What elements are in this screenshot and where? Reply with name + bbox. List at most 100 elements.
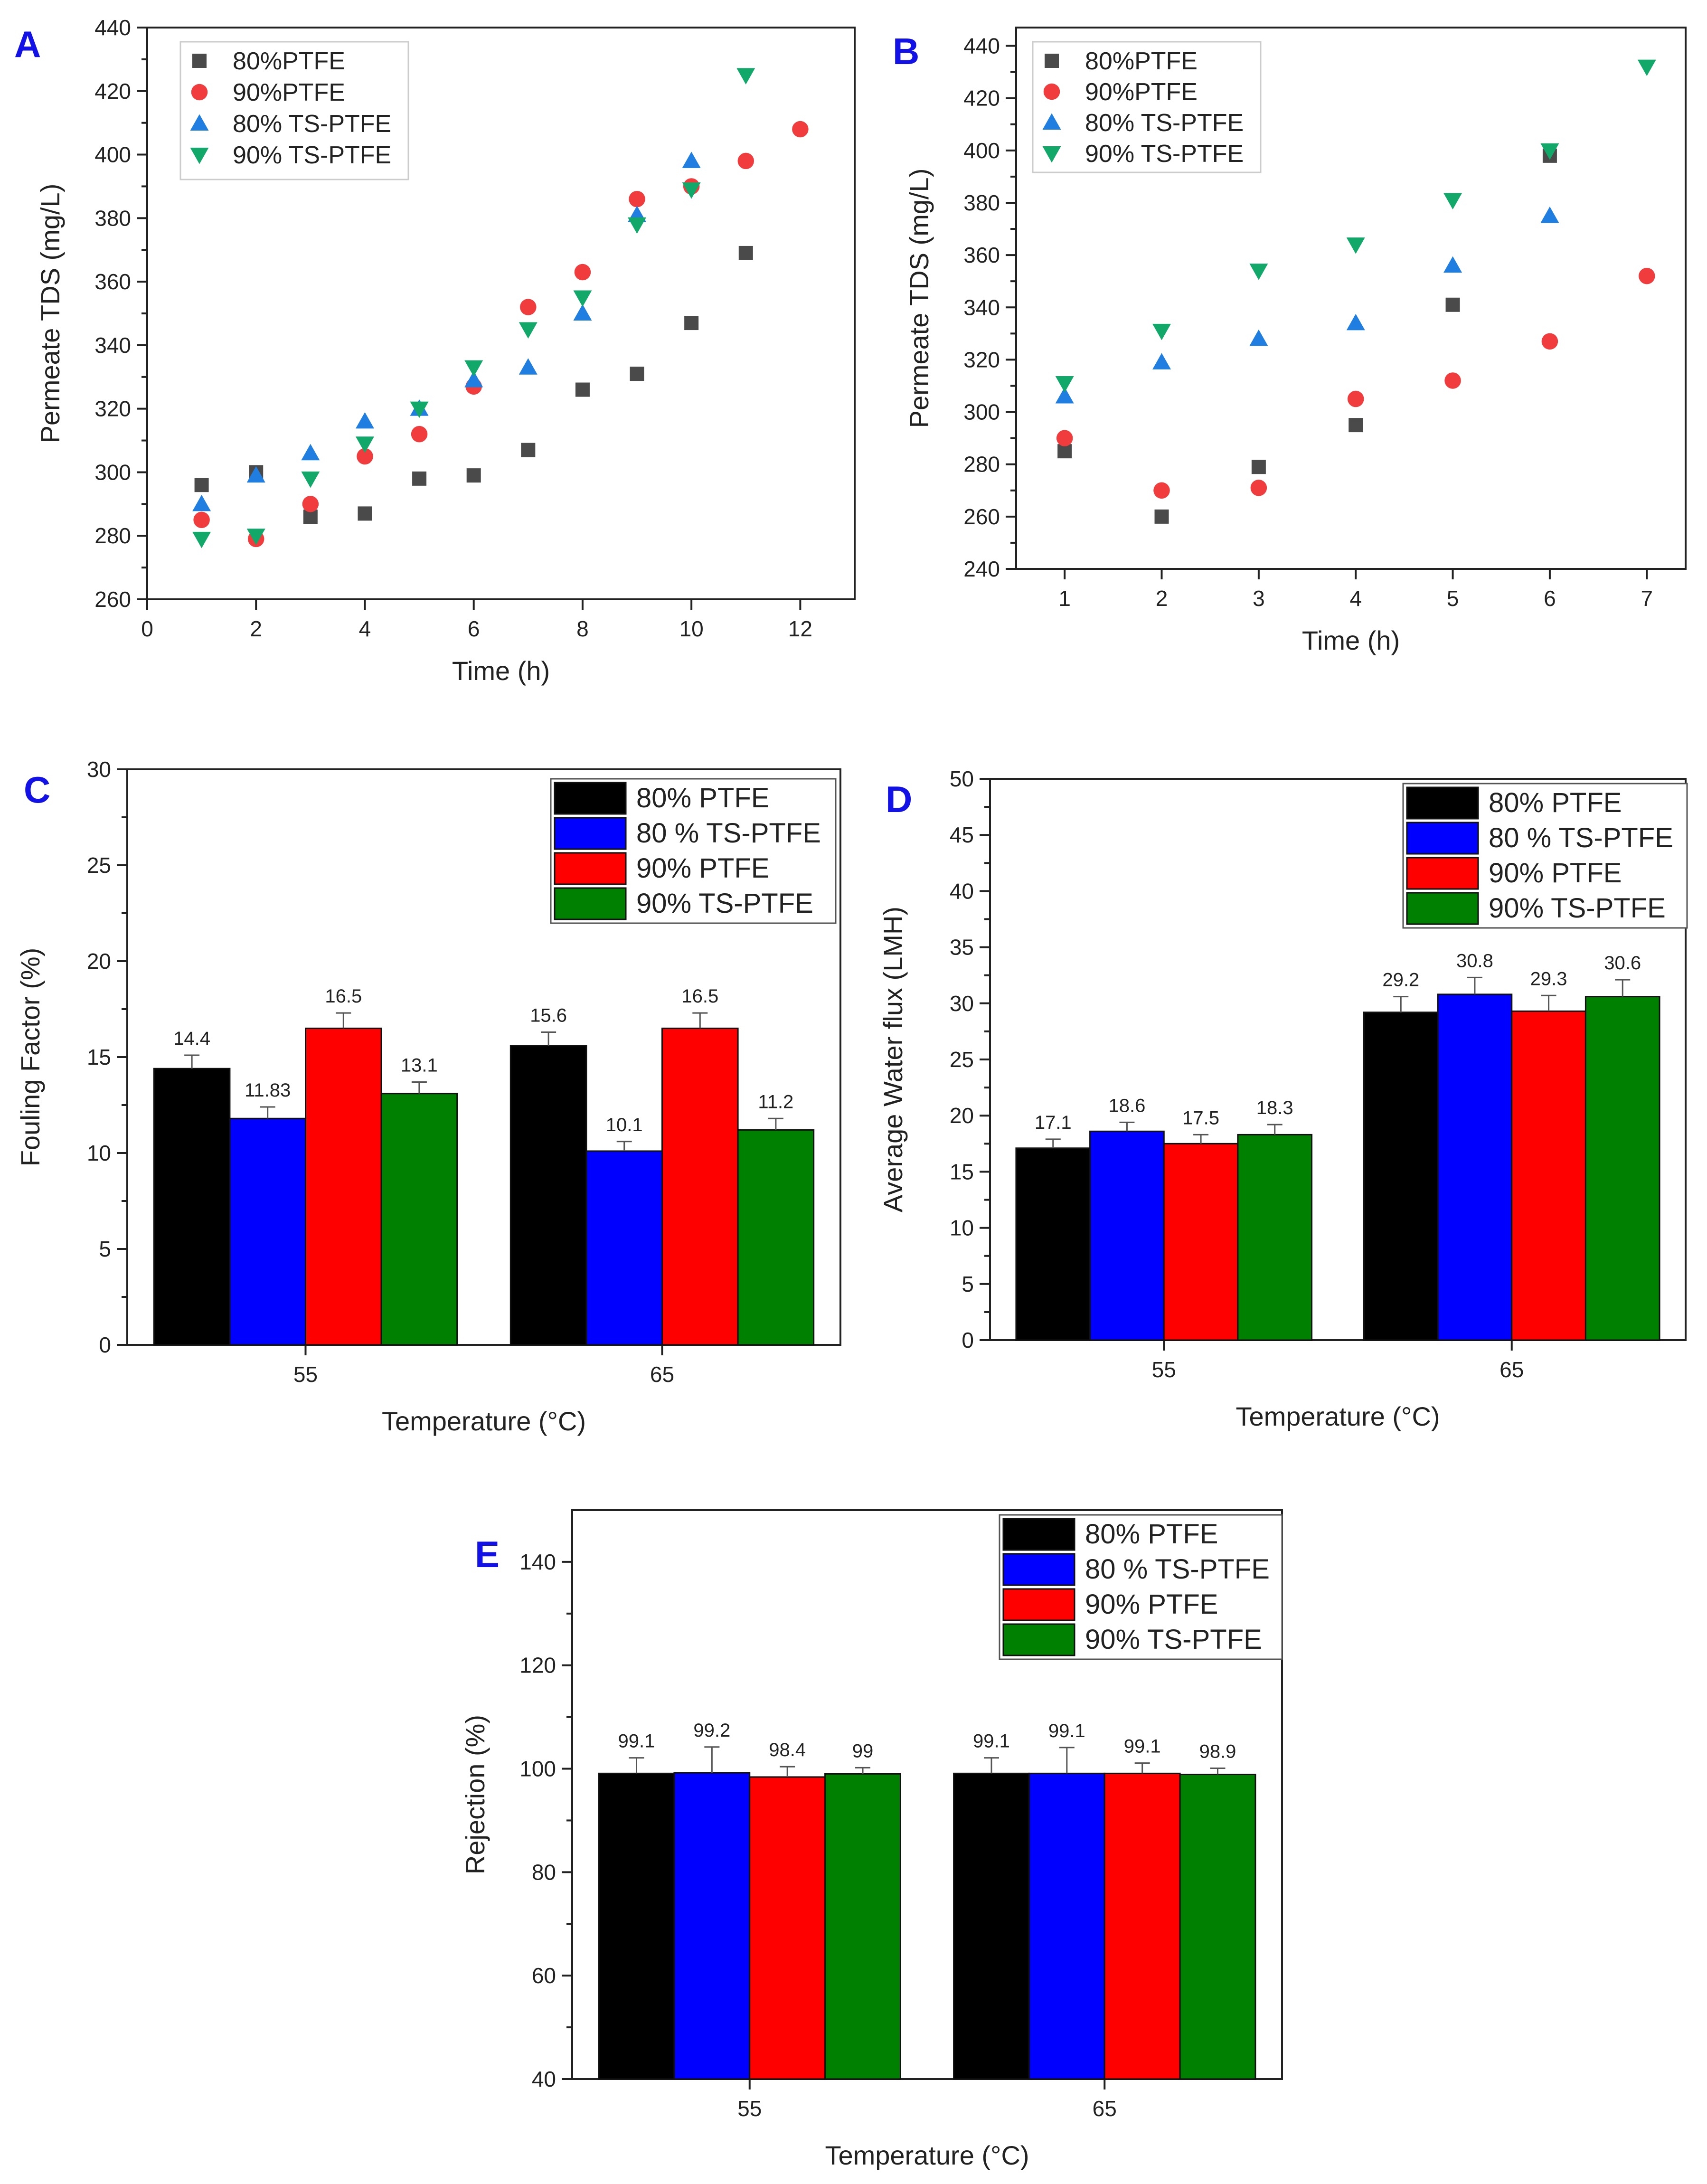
bar — [585, 1150, 663, 1346]
y-axis-title: Average Water flux (LMH) — [878, 907, 908, 1212]
data-point — [357, 448, 373, 465]
bar — [1028, 1772, 1105, 2080]
y-tick-label: 60 — [532, 1963, 556, 1988]
panel-a: A260280300320340360380400420440Permeate … — [14, 15, 856, 686]
data-point — [574, 264, 591, 281]
data-point — [682, 151, 701, 168]
legend-label: 90% TS-PTFE — [1489, 893, 1666, 924]
y-tick-label: 440 — [963, 34, 1000, 58]
data-point — [358, 506, 372, 521]
data-point — [412, 471, 427, 486]
bar — [737, 1129, 815, 1346]
data-point — [521, 443, 536, 457]
data-label: 29.2 — [1382, 970, 1419, 991]
data-label: 17.5 — [1182, 1107, 1219, 1128]
legend-swatch — [1002, 1588, 1075, 1621]
legend-label: 80% PTFE — [1489, 787, 1622, 818]
data-point — [1154, 509, 1169, 524]
y-tick-label: 420 — [94, 79, 131, 104]
panel-letter-c: C — [24, 769, 50, 811]
x-tick-label: 4 — [359, 616, 371, 641]
bar — [1015, 1147, 1091, 1341]
data-point — [192, 531, 211, 548]
data-point — [1055, 376, 1074, 393]
data-point — [1443, 193, 1462, 209]
y-tick-label: 15 — [950, 1159, 974, 1184]
legend-swatch — [1002, 1553, 1075, 1586]
x-tick-label: 7 — [1641, 586, 1653, 611]
data-point — [411, 425, 428, 443]
data-point — [194, 478, 209, 492]
legend-box — [179, 41, 409, 180]
y-tick-label: 300 — [94, 460, 131, 484]
x-tick-label: 3 — [1253, 586, 1265, 611]
x-tick-label: 65 — [1093, 2096, 1117, 2121]
y-tick-label: 10 — [950, 1216, 974, 1240]
bar — [1437, 993, 1513, 1341]
legend-label: 90% TS-PTFE — [1085, 1624, 1262, 1655]
panel-letter-d: D — [886, 778, 912, 820]
y-tick-label: 15 — [87, 1045, 111, 1069]
y-axis-title: Permeate TDS (mg/L) — [35, 184, 65, 444]
bar — [661, 1027, 739, 1346]
legend-swatch — [1406, 822, 1479, 855]
y-tick-label: 280 — [963, 452, 1000, 477]
y-tick-label: 10 — [87, 1141, 111, 1165]
legend-label: 90% TS-PTFE — [636, 888, 813, 919]
x-tick-label: 0 — [141, 616, 153, 641]
data-point — [193, 511, 210, 529]
x-tick-label: 6 — [468, 616, 480, 641]
data-label: 10.1 — [606, 1115, 643, 1135]
series-1 — [1056, 267, 1655, 499]
legend-label: 80 % TS-PTFE — [1085, 1554, 1270, 1585]
x-tick-label: 2 — [1156, 586, 1168, 611]
legend-label: 90% PTFE — [1489, 858, 1622, 889]
legend-swatch — [554, 817, 627, 850]
x-axis-title: Temperature (°C) — [382, 1406, 586, 1436]
y-tick-label: 320 — [963, 347, 1000, 372]
bar — [1237, 1134, 1313, 1341]
data-point — [301, 444, 320, 461]
legend-label: 90% TS-PTFE — [233, 142, 391, 169]
y-tick-label: 20 — [87, 949, 111, 974]
data-point — [1346, 313, 1365, 331]
x-tick-label: 6 — [1544, 586, 1556, 611]
y-tick-label: 440 — [94, 15, 131, 40]
y-tick-label: 30 — [950, 991, 974, 1016]
data-point — [1249, 329, 1268, 346]
legend-label: 80%PTFE — [1085, 47, 1198, 75]
data-point — [1540, 143, 1559, 160]
legend-marker — [192, 54, 207, 68]
data-point — [1250, 480, 1267, 496]
data-point — [302, 496, 319, 512]
bar — [1511, 1010, 1586, 1341]
data-point — [738, 246, 753, 260]
legend-marker — [190, 148, 209, 164]
legend-label: 90% PTFE — [636, 853, 769, 884]
y-tick-label: 100 — [519, 1757, 556, 1781]
data-label: 11.83 — [245, 1080, 291, 1101]
x-tick-label: 2 — [250, 616, 262, 641]
data-point — [1349, 418, 1363, 433]
data-point — [1347, 390, 1364, 407]
data-point — [1153, 482, 1170, 499]
legend-label: 80%PTFE — [233, 47, 345, 75]
plot-frame — [571, 1509, 1283, 2080]
legend-label: 80% PTFE — [636, 783, 769, 813]
y-tick-label: 240 — [963, 557, 1000, 581]
panel-letter-b: B — [893, 30, 919, 72]
legend-label: 80% PTFE — [1085, 1519, 1218, 1550]
bar — [1584, 996, 1660, 1341]
data-point — [1152, 323, 1171, 340]
y-tick-label: 35 — [950, 935, 974, 960]
y-tick-label: 25 — [87, 853, 111, 878]
legend-swatch — [1002, 1623, 1075, 1656]
legend-marker — [1042, 146, 1061, 163]
y-tick-label: 5 — [99, 1237, 111, 1261]
data-point — [246, 529, 265, 545]
bar — [824, 1773, 901, 2080]
legend-marker — [1042, 113, 1061, 130]
data-point — [1056, 430, 1073, 446]
series-0 — [194, 246, 753, 524]
y-tick-label: 260 — [94, 587, 131, 612]
